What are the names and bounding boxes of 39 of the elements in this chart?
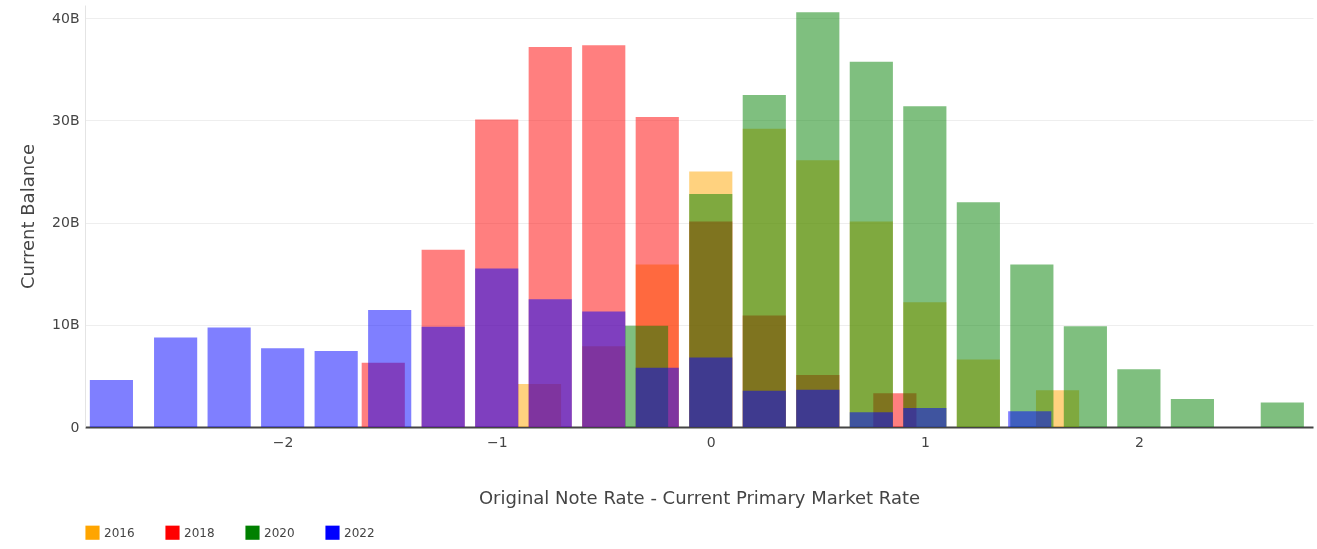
y-tick-label: 20B bbox=[52, 214, 80, 231]
x-tick-label: 2 bbox=[1134, 433, 1144, 450]
bar bbox=[89, 380, 133, 427]
x-tick-label: 0 bbox=[706, 433, 716, 450]
bar bbox=[689, 357, 733, 427]
y-tick-label: 0 bbox=[70, 418, 80, 435]
bar bbox=[796, 389, 840, 427]
bar bbox=[1260, 402, 1304, 427]
bar bbox=[368, 310, 412, 427]
legend-label: 2016 bbox=[104, 525, 135, 540]
bar bbox=[1117, 369, 1161, 427]
bar bbox=[582, 311, 626, 427]
bar bbox=[849, 412, 893, 427]
legend-label: 2022 bbox=[344, 525, 375, 540]
bar bbox=[1010, 264, 1054, 427]
bar bbox=[1008, 411, 1052, 427]
bar bbox=[207, 327, 251, 427]
y-tick-label: 40B bbox=[52, 9, 80, 26]
x-tick-label: −1 bbox=[486, 433, 508, 450]
bar bbox=[956, 202, 1000, 427]
bar bbox=[742, 390, 786, 427]
y-axis-title: Current Balance bbox=[17, 143, 39, 290]
bar bbox=[314, 350, 358, 427]
bar bbox=[421, 326, 465, 427]
bar bbox=[154, 337, 198, 427]
bar bbox=[903, 408, 947, 427]
y-tick-label: 30B bbox=[52, 111, 80, 128]
legend-label: 2020 bbox=[264, 525, 295, 540]
bar bbox=[475, 268, 519, 427]
bar bbox=[528, 299, 572, 427]
x-tick-label: −2 bbox=[272, 433, 294, 450]
bar bbox=[1170, 398, 1214, 427]
y-tick-label: 10B bbox=[52, 316, 80, 333]
bar bbox=[635, 367, 679, 427]
bar bbox=[261, 348, 305, 427]
legend-label: 2018 bbox=[184, 525, 215, 540]
x-axis-title: Original Note Rate - Current Primary Market Rate bbox=[478, 486, 921, 508]
bar bbox=[1063, 326, 1107, 427]
x-tick-label: 1 bbox=[920, 433, 930, 450]
